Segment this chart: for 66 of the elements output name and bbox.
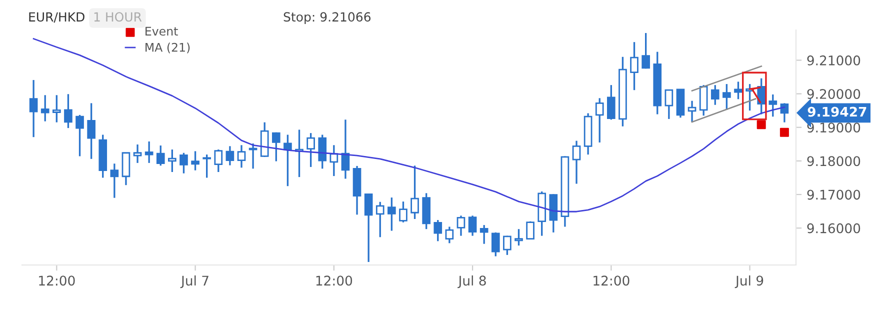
candlestick [272,132,280,162]
y-tick-label: 9.21000 [807,55,860,66]
candlestick [664,89,674,120]
candlestick [456,214,466,237]
candlestick [226,145,234,166]
candlestick [52,94,61,124]
candlestick [237,144,246,168]
candlestick [630,41,638,91]
candlestick [491,232,500,258]
candlestick [503,234,512,256]
candlestick [133,144,142,164]
candlestick [607,84,616,120]
candlestick [388,196,396,232]
candlestick [318,134,327,170]
x-tick-label: 12:00 [316,276,352,286]
candlestick [122,152,130,186]
x-tick-label: 12:00 [594,276,630,286]
candlestick [699,84,708,116]
y-tick-label: 9.20000 [807,89,860,99]
candlestick [768,94,778,118]
y-tick-label: 9.17000 [807,190,860,200]
candlestick [572,140,581,185]
candlestick [410,164,419,220]
candlestick [214,148,223,173]
candlestick [722,83,731,111]
candlestick [734,80,742,100]
candlestick [480,224,488,245]
candlestick [29,79,38,138]
candlestick [526,220,534,240]
candlestick [144,140,154,164]
candlestick [434,219,442,242]
y-tick-label: 9.18000 [807,156,860,166]
candlestick [76,114,84,158]
candlestick [180,152,188,174]
y-tick-label: 9.19000 [807,122,860,133]
candlestick [468,214,477,237]
candlestick [110,162,119,199]
text: 9.19427 [808,106,866,117]
candlestick [445,226,454,244]
candlestick [202,154,211,179]
candlestick [168,148,176,173]
legend-label: Event [146,26,178,36]
candlestick [399,200,408,224]
legend-label: MA (21) [146,42,190,54]
candlestick [376,201,384,238]
candlestick [688,100,696,123]
x-tick-label: Jul 8 [458,275,486,288]
text: Stop: 9.21066 [284,12,371,24]
x-tick-label: 12:00 [39,276,75,286]
candlestick [191,150,200,172]
chart-title: EUR/HKD [29,12,84,23]
chart-subtitle: 1 HOUR [94,12,142,22]
candlestick [156,144,165,166]
candlestick [642,32,650,70]
y-tick-label: 9.16000 [807,223,860,234]
candlestick [87,102,96,160]
candlestick [40,94,50,122]
candlestick [64,93,72,129]
candlestick [364,193,373,263]
candlestick [595,97,604,144]
candlestick [710,84,720,106]
candlestick [306,132,315,168]
x-tick-label: Jul 7 [180,275,208,288]
candlestick [514,228,523,246]
candlestick [284,134,292,187]
x-tick-label: Jul 9 [734,275,764,288]
